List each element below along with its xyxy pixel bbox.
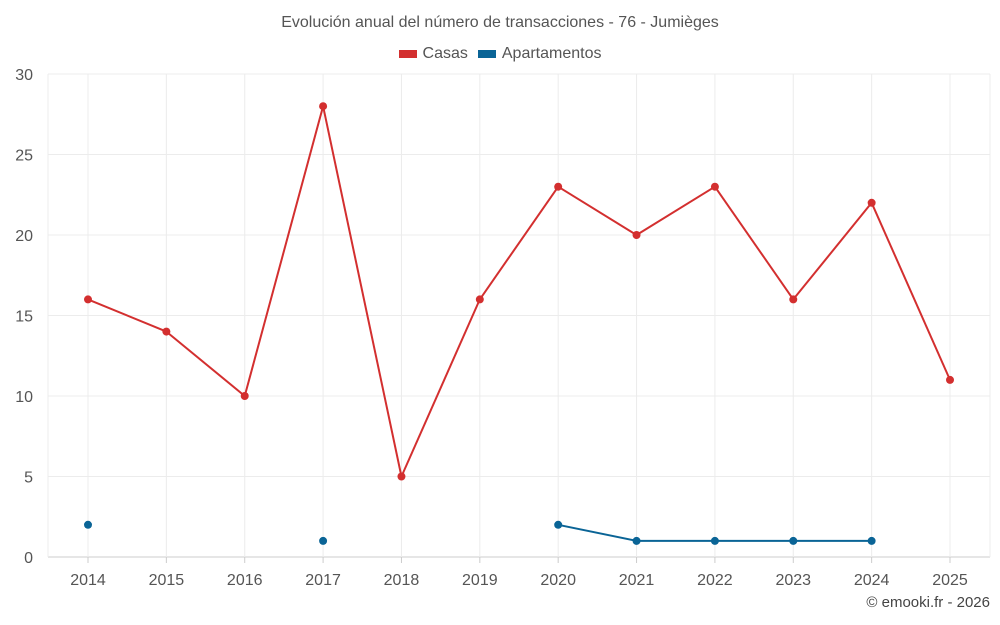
series-line-segment-casas (557, 185, 638, 236)
x-tick-label: 2021 (619, 572, 655, 589)
y-tick-label: 0 (24, 550, 33, 567)
legend-swatch-apartamentos (477, 50, 496, 58)
x-tick-label: 2017 (305, 572, 341, 589)
series-line-segment-casas (636, 185, 716, 236)
data-point-apartamentos[interactable] (867, 536, 876, 545)
y-tick-label: 15 (15, 309, 33, 326)
legend-label-apartamentos: Apartamentos (501, 45, 602, 62)
series-line-segment-casas (87, 298, 167, 333)
data-point-casas[interactable] (789, 295, 798, 304)
series-layer (84, 102, 954, 545)
grid-lines (47, 73, 991, 563)
x-tick-label: 2023 (775, 572, 811, 589)
data-point-apartamentos[interactable] (632, 536, 641, 545)
data-point-apartamentos[interactable] (789, 536, 798, 545)
series-line-segment-casas (322, 105, 403, 477)
series-line-segment-casas (792, 202, 873, 301)
data-point-casas[interactable] (162, 327, 171, 336)
series-line-segment-casas (714, 186, 795, 300)
x-tick-label: 2020 (540, 572, 576, 589)
data-point-casas[interactable] (554, 182, 563, 191)
legend-item-casas[interactable]: Casas (398, 45, 468, 63)
y-tick-label: 25 (15, 148, 33, 165)
series-line-segment-casas (400, 298, 481, 477)
y-tick-label: 10 (15, 389, 33, 406)
y-tick-label: 30 (15, 67, 33, 84)
data-point-apartamentos[interactable] (319, 536, 328, 545)
y-tick-label: 5 (24, 470, 33, 487)
y-tick-label: 20 (15, 228, 33, 245)
data-point-casas[interactable] (319, 102, 328, 111)
x-tick-label: 2018 (384, 572, 420, 589)
data-point-apartamentos[interactable] (554, 520, 563, 529)
data-point-casas[interactable] (867, 198, 876, 207)
legend-item-apartamentos[interactable]: Apartamentos (477, 45, 602, 63)
series-line-segment-apartamentos (557, 523, 637, 542)
legend-label-casas: Casas (422, 45, 468, 62)
series-line-segment-casas (478, 186, 560, 300)
x-tick-label: 2015 (149, 572, 185, 589)
data-point-casas[interactable] (946, 375, 954, 384)
data-point-casas[interactable] (632, 231, 641, 239)
x-tick-label: 2014 (70, 572, 106, 589)
series-line-segment-casas (165, 330, 246, 397)
series-line-segment-casas (870, 202, 951, 381)
x-tick-label: 2019 (462, 572, 498, 589)
x-tick-label: 2016 (227, 572, 263, 589)
x-axis-ticks: 2014 2015 2016 2017 2018 2019 2020 2021 2022 2023… (70, 572, 968, 589)
series-line-segment-casas (243, 105, 325, 397)
x-tick-label: 2022 (697, 572, 733, 589)
data-point-apartamentos[interactable] (84, 520, 92, 529)
y-axis-ticks: 0 5 10 15 20 25 30 (15, 67, 33, 567)
chart-title: Evolución anual del número de transaccio… (281, 14, 719, 31)
credit-text: © emooki.fr - 2026 (866, 594, 990, 611)
data-point-casas[interactable] (240, 392, 249, 400)
legend: Casas Apartamentos (0, 45, 1000, 63)
x-tick-label: 2024 (854, 572, 890, 589)
data-point-casas[interactable] (475, 295, 484, 304)
x-tick-label: 2025 (932, 572, 968, 589)
data-point-apartamentos[interactable] (710, 536, 719, 545)
legend-swatch-casas (398, 50, 417, 58)
data-point-casas[interactable] (84, 295, 92, 304)
data-point-casas[interactable] (710, 182, 719, 191)
data-point-casas[interactable] (397, 472, 406, 481)
